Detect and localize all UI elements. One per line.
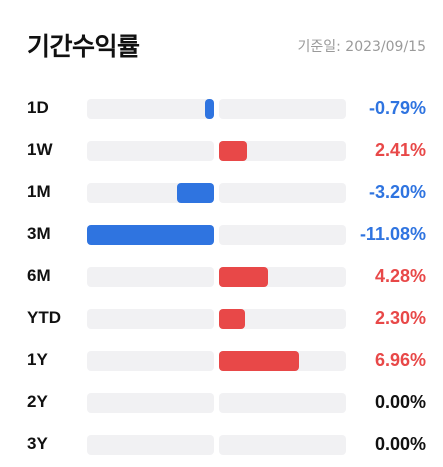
- period-label: YTD: [27, 308, 61, 327]
- return-row: 6M 4.28%: [0, 255, 443, 297]
- period-label: 1M: [27, 182, 51, 201]
- return-value: 0.00%: [374, 434, 426, 454]
- period-label: 1D: [27, 98, 49, 117]
- return-row: 1M -3.20%: [0, 171, 443, 213]
- period-label: 6M: [27, 266, 51, 285]
- base-date: 기준일: 2023/09/15: [297, 39, 427, 55]
- header: 기간수익률 기준일: 2023/09/15: [0, 0, 443, 80]
- positive-return-bar: [219, 267, 269, 287]
- negative-return-bar: [87, 225, 214, 245]
- positive-return-bar: [219, 141, 247, 161]
- return-row: 3Y 0.00%: [0, 423, 443, 465]
- positive-track: [219, 141, 346, 161]
- return-value: -0.79%: [368, 98, 426, 118]
- return-row: 1W 2.41%: [0, 129, 443, 171]
- positive-track: [219, 183, 346, 203]
- negative-track: [87, 309, 214, 329]
- negative-track: [87, 351, 214, 371]
- period-label: 3Y: [27, 434, 48, 453]
- return-row: 1D -0.79%: [0, 87, 443, 129]
- negative-track: [87, 225, 214, 245]
- positive-track: [219, 225, 346, 245]
- negative-track: [87, 435, 214, 455]
- negative-track: [87, 141, 214, 161]
- positive-track: [219, 267, 346, 287]
- return-row: 3M -11.08%: [0, 213, 443, 255]
- negative-return-bar: [177, 183, 214, 203]
- positive-track: [219, 351, 346, 371]
- return-row: 1Y 6.96%: [0, 339, 443, 381]
- negative-track: [87, 393, 214, 413]
- return-row: YTD 2.30%: [0, 297, 443, 339]
- period-label: 1Y: [27, 350, 48, 369]
- return-value: 2.41%: [374, 140, 426, 160]
- positive-return-bar: [219, 351, 299, 371]
- positive-track: [219, 309, 346, 329]
- return-value: -3.20%: [368, 182, 426, 202]
- negative-track: [87, 183, 214, 203]
- period-label: 2Y: [27, 392, 48, 411]
- positive-return-bar: [219, 309, 246, 329]
- positive-track: [219, 99, 346, 119]
- return-value: 0.00%: [374, 392, 426, 412]
- positive-track: [219, 435, 346, 455]
- page-title: 기간수익률: [27, 32, 140, 61]
- return-value: 2.30%: [374, 308, 426, 328]
- returns-chart: 1D -0.79% 1W 2.41% 1M -3.20% 3M -11.08% 6M 4.28% Y…: [0, 87, 443, 465]
- negative-track: [87, 267, 214, 287]
- period-label: 3M: [27, 224, 51, 243]
- negative-return-bar: [204, 99, 214, 119]
- positive-track: [219, 393, 346, 413]
- return-value: 6.96%: [374, 350, 426, 370]
- negative-track: [87, 99, 214, 119]
- period-label: 1W: [27, 140, 53, 159]
- return-row: 2Y 0.00%: [0, 381, 443, 423]
- return-value: 4.28%: [374, 266, 426, 286]
- return-value: -11.08%: [359, 224, 426, 244]
